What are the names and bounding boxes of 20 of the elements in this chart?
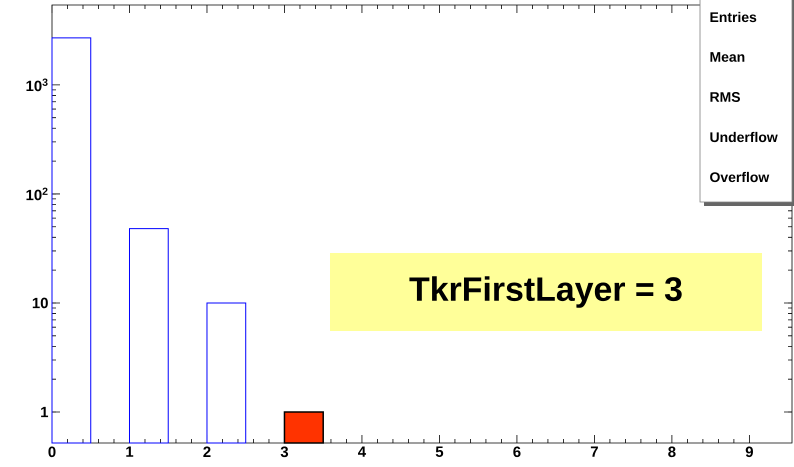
y-tick-label: 10$^{2}$ bbox=[26, 188, 48, 200]
y-tick-label: 10$^{3}$ bbox=[26, 78, 48, 92]
x-tick-label: 9 bbox=[746, 446, 753, 458]
annotation: Overflow bbox=[710, 172, 770, 182]
x-tick-label: 6 bbox=[513, 446, 521, 458]
x-tick-label: 3 bbox=[280, 446, 288, 458]
x-tick-label: 4 bbox=[358, 446, 366, 457]
annotation: Entries bbox=[710, 12, 756, 22]
y-tick-label: 10 bbox=[32, 298, 48, 308]
x-tick-label: 1 bbox=[126, 446, 134, 457]
x-tick-label: 7 bbox=[590, 446, 598, 457]
x-tick-label: 5 bbox=[436, 446, 444, 457]
x-tick-label: 0 bbox=[48, 446, 56, 458]
annotation: Mean bbox=[710, 52, 744, 62]
x-tick-label: 2 bbox=[203, 446, 211, 457]
x-tick-label: 8 bbox=[668, 446, 676, 458]
annotation: TkrFirstLayer = 3 bbox=[409, 276, 682, 308]
annotation: Underflow bbox=[710, 132, 778, 142]
annotation: RMS bbox=[710, 92, 740, 102]
y-tick-label: 1 bbox=[41, 406, 48, 418]
